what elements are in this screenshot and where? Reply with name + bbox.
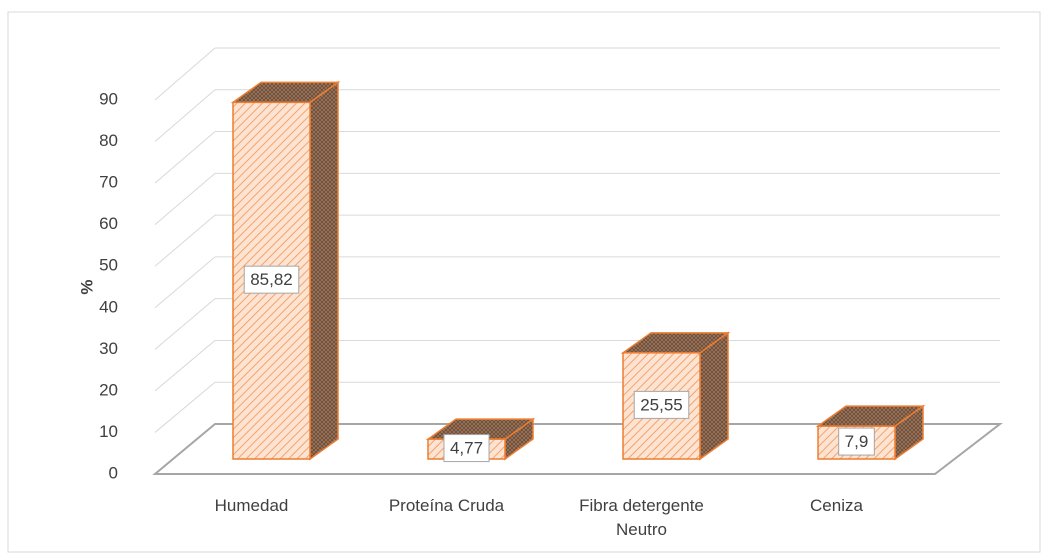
bar-side — [699, 331, 729, 461]
chart-border — [7, 11, 1041, 553]
y-axis-label: % — [77, 279, 96, 294]
grid-line — [154, 131, 216, 184]
floor — [152, 423, 1003, 475]
y-tick-label: 30 — [99, 339, 118, 358]
data-label: 7,9 — [845, 432, 869, 451]
grid-line — [154, 89, 216, 142]
grid-line — [154, 298, 216, 350]
y-tick-label: 40 — [99, 297, 118, 316]
data-label: 4,77 — [450, 439, 483, 458]
x-tick-label: Fibra detergente Neutro — [579, 496, 704, 539]
x-tick-label: Humedad — [214, 496, 289, 515]
data-label-box — [243, 265, 300, 294]
data-label: 25,55 — [640, 395, 683, 414]
bar-side — [309, 80, 339, 461]
y-tick-label: 10 — [99, 422, 118, 441]
grid-line — [154, 214, 216, 267]
y-tick-label: 0 — [109, 463, 118, 482]
x-tick-label: Ceniza — [810, 496, 863, 515]
grid-line — [154, 256, 216, 309]
data-label-box — [633, 390, 690, 419]
data-label-box — [838, 427, 875, 456]
y-tick-label: 80 — [99, 131, 118, 150]
grid-line — [154, 47, 216, 101]
y-tick-label: 90 — [99, 89, 118, 108]
x-tick-label: Proteína Cruda — [388, 496, 505, 515]
y-tick-label: 60 — [99, 214, 118, 233]
y-tick-label: 20 — [99, 380, 118, 399]
grid-line — [154, 172, 216, 226]
data-label-box — [443, 434, 490, 463]
grid-line — [154, 340, 216, 392]
y-tick-label: 50 — [99, 256, 118, 275]
data-label: 85,82 — [250, 270, 293, 289]
y-tick-label: 70 — [99, 173, 118, 192]
grid-line — [154, 381, 216, 433]
